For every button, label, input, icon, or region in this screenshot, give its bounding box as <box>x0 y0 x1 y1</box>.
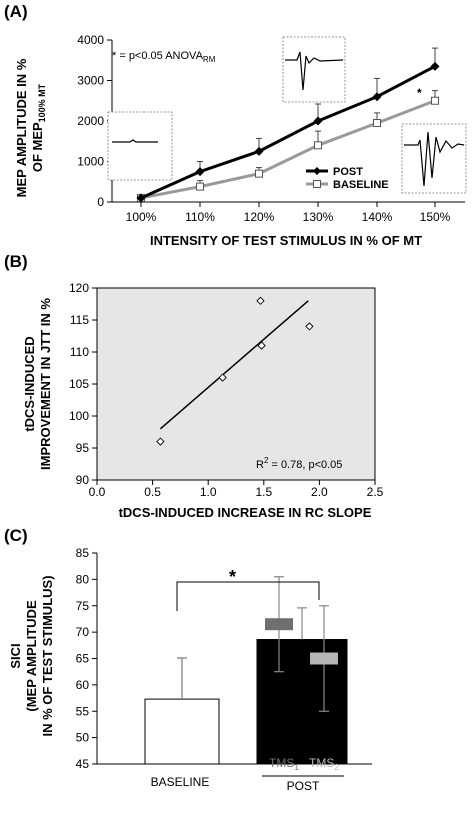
panel-b-ytick-label: 115 <box>70 313 89 327</box>
panel-a-post-line <box>140 64 436 200</box>
panel-c-ytick-label: 45 <box>76 757 90 771</box>
panel-a-xtick-label: 120% <box>244 210 275 224</box>
panel-c-sig-bracket <box>176 581 320 611</box>
panel-a-xtick-label: 100% <box>126 210 157 224</box>
legend-baseline-square-icon <box>313 180 321 188</box>
panel-a-post-point <box>372 92 382 102</box>
panel-b-xtick-label: 0.5 <box>144 485 161 499</box>
panel-b-points <box>156 296 314 446</box>
panel-c-baseline-bar <box>144 698 220 765</box>
panel-a-xtick-label: 140% <box>362 210 393 224</box>
panel-a-sig-marker: * <box>417 86 422 100</box>
panel-b-ylabel: tDCS-INDUCEDIMPROVEMENT IN JTT IN % <box>22 298 53 470</box>
panel-a-ytick-label: 0 <box>97 195 104 209</box>
panel-c-ylabel: SICI(MEP AMPLITUDEIN % OF TEST STIMULUS) <box>8 575 55 736</box>
panel-a-trace-insets <box>107 36 467 194</box>
panel-b-fit-line <box>159 300 309 430</box>
legend-baseline-label: BASELINE <box>333 179 389 191</box>
panel-a-baseline-line <box>140 99 436 200</box>
panel-a-legend: POST BASELINE <box>306 166 389 191</box>
panel-a-trace-inset-box <box>107 111 173 181</box>
panel-b-ytick-label: 90 <box>76 473 90 487</box>
panel-a-post-point <box>136 193 146 203</box>
panel-b-data-point <box>256 296 265 305</box>
panel-c-post-label: POST <box>287 779 320 793</box>
panel-c-ytick-label: 80 <box>76 572 90 586</box>
panel-c-ytick-label: 85 <box>76 546 90 560</box>
panel-c-ytick-label: 75 <box>76 599 90 613</box>
panel-b-xlabel: tDCS-INDUCED INCREASE IN RC SLOPE <box>119 505 372 520</box>
panel-b-data-point <box>218 373 227 382</box>
panel-a-post-point <box>254 146 264 156</box>
panel-b-ticks: 0.0 0.5 1.0 1.5 2.0 2.5 90 95 100 105 110 115 120 <box>69 281 384 499</box>
panel-a-mep-trace <box>285 51 344 91</box>
panel-a-xtick-label: 150% <box>420 210 451 224</box>
panel-a-baseline-point <box>373 119 381 128</box>
panel-c-tms1-label: TMS1 <box>269 756 299 772</box>
panel-a-ytick-label: 3000 <box>77 74 104 88</box>
panel-c-ytick-label: 65 <box>76 652 90 666</box>
panel-c-axes: 45 50 55 60 65 70 75 80 85 <box>76 546 372 771</box>
panel-a-xtick-label: 130% <box>303 210 334 224</box>
panel-b-ytick-label: 105 <box>69 377 89 391</box>
panel-b-xtick-label: 2.5 <box>367 485 384 499</box>
panel-c-tms2-label: TMS2 <box>309 756 339 772</box>
panel-a-xtick-label: 110% <box>185 210 215 224</box>
panel-a-post-point <box>313 116 323 126</box>
panel-c-ytick-label: 70 <box>76 625 90 639</box>
panel-b-plot-area <box>96 287 376 481</box>
panel-b-xtick-label: 0.0 <box>89 485 106 499</box>
panel-b-letter: (B) <box>4 252 28 271</box>
panel-a-series <box>136 47 440 203</box>
panel-c-letter: (C) <box>4 526 28 545</box>
panel-b-data-point <box>257 341 266 350</box>
panel-b-ytick-label: 95 <box>76 441 90 455</box>
panel-b-xtick-label: 1.5 <box>255 485 272 499</box>
panel-c-ytick-label: 50 <box>76 731 90 745</box>
panel-a-ylabel: MEP AMPLITUDE IN %OF MEP100% MT <box>14 58 47 197</box>
panel-b-ytick-label: 120 <box>69 281 89 295</box>
panel-b-ytick-label: 110 <box>70 345 89 359</box>
panel-a-baseline-point <box>255 169 263 178</box>
panel-a-post-point <box>430 61 440 71</box>
legend-post-label: POST <box>333 166 363 178</box>
panel-b-r2-label: R2 = 0.78, p<0.05 <box>256 456 342 471</box>
panel-a-ytick-label: 1000 <box>77 155 104 169</box>
legend-post-diamond-icon <box>313 167 321 175</box>
panel-b-xtick-label: 1.0 <box>200 485 217 499</box>
panel-c-bars <box>144 576 348 765</box>
panel-a-baseline-point <box>314 141 322 150</box>
panel-b-ytick-label: 100 <box>69 409 89 423</box>
panel-a-ytick-label: 2000 <box>77 114 104 128</box>
panel-a-mep-trace <box>112 139 158 143</box>
panel-b-data-point <box>305 322 314 331</box>
panel-c-ytick-label: 55 <box>76 704 90 718</box>
panel-b-xtick-label: 2.0 <box>311 485 328 499</box>
panel-a-baseline-point <box>196 182 204 191</box>
panel-c-baseline-label: BASELINE <box>151 775 210 789</box>
panel-c-tms1-mean-marker <box>265 618 293 631</box>
panel-a-post-point <box>195 167 205 177</box>
panel-a-trace-inset-box <box>282 36 346 103</box>
panel-a-baseline-point <box>431 96 439 105</box>
panel-a-stats-note: * = p<0.05 ANOVARM <box>112 50 216 64</box>
panel-c-tms2-mean-marker <box>310 652 338 665</box>
panel-b-data-point <box>156 437 165 446</box>
panel-a-ticks: 0 1000 2000 3000 4000 100% 110% 120% 130% 140% 150… <box>77 33 450 224</box>
panel-a-ytick-label: 4000 <box>77 33 104 47</box>
panel-a-letter: (A) <box>4 2 28 21</box>
panel-a-mep-trace <box>404 131 465 187</box>
panel-a-xlabel: INTENSITY OF TEST STIMULUS IN % OF MT <box>150 233 422 248</box>
panel-c-ytick-label: 60 <box>76 678 90 692</box>
panel-c-sig-marker: * <box>229 567 236 587</box>
